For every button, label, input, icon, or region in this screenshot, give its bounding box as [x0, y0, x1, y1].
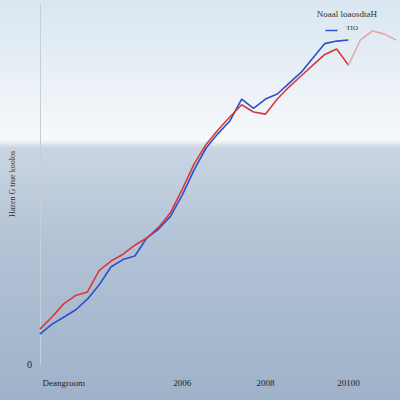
svg-text:TIO: TIO: [346, 24, 358, 32]
svg-text:Hazen G true koolos: Hazen G true koolos: [8, 151, 17, 217]
svg-text:2008: 2008: [256, 378, 275, 388]
svg-text:20100: 20100: [337, 378, 360, 388]
svg-text:Noaal loaosdtaH: Noaal loaosdtaH: [317, 9, 378, 19]
svg-text:Deangroom: Deangroom: [42, 378, 85, 388]
svg-text:2006: 2006: [173, 378, 192, 388]
svg-text:0: 0: [27, 359, 32, 370]
